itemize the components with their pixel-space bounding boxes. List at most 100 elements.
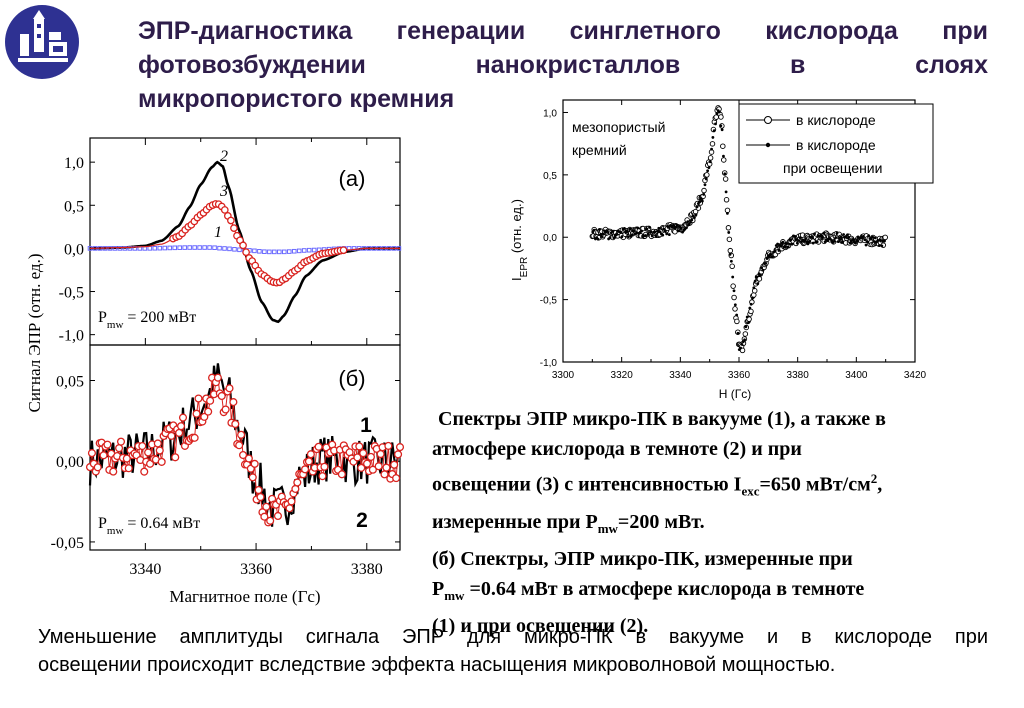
data-point <box>155 446 164 455</box>
data-point <box>207 245 212 250</box>
data-point <box>320 462 329 471</box>
data-point <box>677 229 680 233</box>
data-point <box>649 230 653 234</box>
x-tick-label: 3360 <box>728 370 751 381</box>
data-point <box>304 457 313 466</box>
data-point <box>815 240 819 244</box>
data-point <box>157 245 163 251</box>
data-point <box>751 287 758 294</box>
data-point <box>720 143 726 149</box>
data-point <box>790 242 794 246</box>
data-point <box>103 440 112 449</box>
data-point <box>730 283 736 289</box>
data-point <box>781 240 785 244</box>
data-point <box>611 229 614 233</box>
data-point <box>793 235 797 238</box>
data-point <box>601 232 605 236</box>
y-tick-label: -1,0 <box>540 358 558 369</box>
data-point <box>366 452 375 461</box>
data-point <box>116 437 126 446</box>
data-point <box>628 227 632 231</box>
data-point <box>753 279 757 283</box>
data-point <box>627 235 630 239</box>
data-point <box>748 306 752 310</box>
data-point <box>225 384 234 393</box>
data-point <box>727 247 734 254</box>
panel-label-a: (а) <box>339 166 366 191</box>
x-tick-label: 3320 <box>611 370 634 381</box>
data-point <box>237 247 242 253</box>
data-point <box>256 492 265 502</box>
data-point <box>605 229 609 233</box>
data-point <box>711 136 715 139</box>
data-point <box>197 245 202 250</box>
data-point <box>743 338 746 342</box>
data-point <box>788 242 791 246</box>
data-point <box>693 216 696 219</box>
x-tick-label: 3380 <box>787 370 810 381</box>
data-point <box>153 439 162 448</box>
data-point <box>597 228 601 232</box>
data-point <box>229 398 238 407</box>
data-point <box>213 373 222 382</box>
data-point <box>122 454 131 463</box>
data-point <box>395 443 405 452</box>
data-point <box>854 241 857 245</box>
data-point <box>167 245 173 251</box>
data-point <box>740 343 744 346</box>
data-point <box>390 460 399 469</box>
data-point <box>157 457 166 466</box>
data-point <box>667 233 671 236</box>
data-point <box>749 302 753 306</box>
data-point <box>720 157 727 163</box>
panel-note-line: кремний <box>572 142 627 158</box>
data-point <box>703 183 707 187</box>
data-point <box>653 230 657 234</box>
legend-marker <box>765 142 771 148</box>
data-point <box>262 502 271 511</box>
data-point <box>770 255 774 259</box>
data-point <box>87 449 96 458</box>
data-point <box>871 235 875 239</box>
data-point <box>654 235 658 239</box>
data-point <box>789 238 793 242</box>
x-tick-label: 3340 <box>669 370 692 381</box>
data-point <box>172 245 177 251</box>
data-point <box>822 231 826 235</box>
data-point <box>832 239 836 243</box>
data-point <box>277 249 282 255</box>
data-point <box>257 249 262 254</box>
data-point <box>222 246 227 251</box>
x-tick-label: 3380 <box>351 561 383 578</box>
data-point <box>695 205 699 209</box>
data-point <box>724 207 731 214</box>
data-point <box>698 200 702 204</box>
data-point <box>699 196 703 200</box>
data-point <box>690 218 694 222</box>
data-point <box>785 242 789 246</box>
data-point <box>177 422 186 431</box>
x-tick-label: 3400 <box>845 370 868 381</box>
data-point <box>848 241 852 245</box>
data-point <box>625 229 629 233</box>
data-point <box>619 230 622 234</box>
data-point <box>212 245 217 251</box>
data-point <box>239 450 248 460</box>
data-point <box>879 238 882 242</box>
data-point <box>806 242 810 246</box>
data-point <box>777 249 781 252</box>
data-point <box>140 467 149 476</box>
data-point <box>877 244 881 248</box>
data-point <box>865 240 869 244</box>
data-point <box>722 176 729 182</box>
data-point <box>296 248 302 254</box>
data-point <box>217 245 222 251</box>
data-point <box>661 233 665 237</box>
data-point <box>657 226 661 230</box>
caption-line: измеренные при Pmw=200 мВт. <box>432 510 705 536</box>
data-point <box>109 467 118 476</box>
data-point <box>709 141 716 147</box>
data-point <box>230 224 238 232</box>
